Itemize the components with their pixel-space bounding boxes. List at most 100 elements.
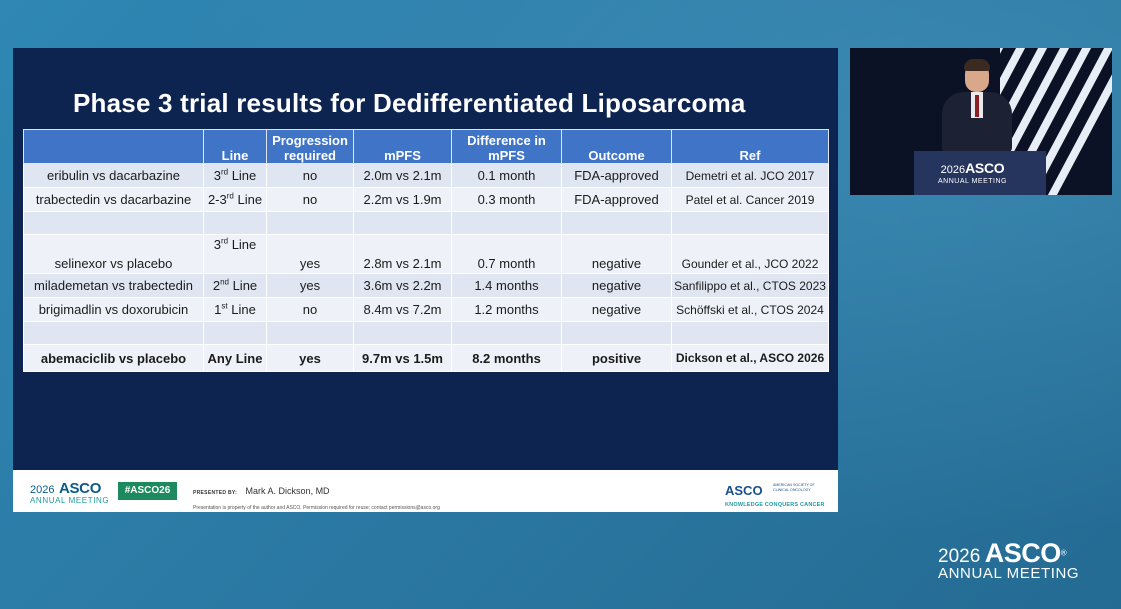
cell-progression: no <box>266 163 354 188</box>
line-number: 2-3 <box>207 192 227 207</box>
header-line: Line <box>203 129 267 164</box>
line-number: 1 <box>214 302 222 317</box>
cell-progression: yes <box>266 344 354 372</box>
podium-logo: 2026ASCO ANNUAL MEETING <box>938 160 1007 185</box>
presenter-info: PRESENTED BY: Mark A. Dickson, MD Presen… <box>193 481 440 511</box>
cell-mpfs: 2.8m vs 2.1m <box>353 234 452 274</box>
line-suffix: Line <box>233 192 263 207</box>
line-ordinal: rd <box>220 236 229 246</box>
cell-ref: Dickson et al., ASCO 2026 <box>671 344 829 372</box>
watermark-name: ASCO <box>984 538 1062 568</box>
watermark-subtitle: ANNUAL MEETING <box>938 565 1080 582</box>
table-row: trabectedin vs dacarbazine 2-3rd Line no… <box>23 187 829 212</box>
slide-footer: 2026 ASCO ANNUAL MEETING #ASCO26 PRESENT… <box>13 470 838 512</box>
cell-comparison: selinexor vs placebo <box>23 234 204 274</box>
cell-comparison: milademetan vs trabectedin <box>23 273 204 298</box>
cell-mpfs: 8.4m vs 7.2m <box>353 297 452 322</box>
cell-line: 2nd Line <box>203 273 267 298</box>
slide-title: Phase 3 trial results for Dedifferentiat… <box>73 88 746 118</box>
table-spacer-row <box>23 321 829 345</box>
cell-ref: Demetri et al. JCO 2017 <box>671 163 829 188</box>
society-tagline: KNOWLEDGE CONQUERS CANCER <box>725 502 825 508</box>
line-suffix: Line <box>227 302 256 317</box>
cell-outcome: positive <box>561 344 672 372</box>
podium-name: ASCO <box>965 160 1005 176</box>
header-difference: Difference in mPFS <box>451 129 562 164</box>
registered-mark-icon: ® <box>1060 548 1067 558</box>
header-outcome: Outcome <box>561 129 672 164</box>
header-progression-line2: required <box>283 148 336 163</box>
cell-ref: Schöffski et al., CTOS 2024 <box>671 297 829 322</box>
header-progression-line1: Progression <box>272 133 348 148</box>
line-number: 2 <box>212 278 221 293</box>
cell-difference: 1.2 months <box>451 297 562 322</box>
cell-outcome: negative <box>561 297 672 322</box>
presented-by-label: PRESENTED BY: <box>193 490 238 496</box>
table-spacer-row <box>23 211 829 235</box>
podium-year: 2026 <box>940 164 966 176</box>
cell-mpfs: 3.6m vs 2.2m <box>353 273 452 298</box>
header-difference-line2: mPFS <box>488 148 525 163</box>
line-suffix: Line <box>228 237 257 252</box>
trial-results-table: Line Progression required mPFS Differenc… <box>23 129 829 372</box>
presentation-slide: Phase 3 trial results for Dedifferentiat… <box>13 48 838 512</box>
cell-line: 2-3rd Line <box>203 187 267 212</box>
disclaimer-text: Presentation is property of the author a… <box>193 505 440 511</box>
cell-difference: 1.4 months <box>451 273 562 298</box>
society-name: ASCO <box>725 483 763 498</box>
line-number: 3 <box>213 168 221 183</box>
header-ref: Ref <box>671 129 829 164</box>
line-number: 3 <box>213 237 221 252</box>
table-header-row: Line Progression required mPFS Differenc… <box>23 129 829 164</box>
cell-outcome: FDA-approved <box>561 187 672 212</box>
line-ordinal: rd <box>220 167 229 177</box>
cell-comparison: abemaciclib vs placebo <box>23 344 204 372</box>
cell-ref: Patel et al. Cancer 2019 <box>671 187 829 212</box>
logo-subtitle: ANNUAL MEETING <box>30 496 110 505</box>
header-progression: Progression required <box>266 129 354 164</box>
logo-year: 2026 <box>30 484 55 496</box>
line-ordinal: nd <box>220 277 229 287</box>
asco-watermark: 2026 ASCO® ANNUAL MEETING <box>938 538 1079 582</box>
cell-line: 1st Line <box>203 297 267 322</box>
speaker-tie <box>975 95 979 117</box>
cell-difference: 8.2 months <box>451 344 562 372</box>
watermark-year: 2026 <box>938 546 981 567</box>
cell-comparison: brigimadlin vs doxorubicin <box>23 297 204 322</box>
podium: 2026ASCO ANNUAL MEETING <box>914 151 1046 195</box>
table-row: eribulin vs dacarbazine 3rd Line no 2.0m… <box>23 163 829 188</box>
header-comparison <box>23 129 204 164</box>
cell-outcome: negative <box>561 234 672 274</box>
cell-mpfs: 2.0m vs 2.1m <box>353 163 452 188</box>
asco-meeting-logo: 2026 ASCO ANNUAL MEETING <box>30 480 109 505</box>
line-ordinal: st <box>221 301 228 311</box>
header-mpfs: mPFS <box>353 129 452 164</box>
cell-progression: no <box>266 297 354 322</box>
cell-comparison: eribulin vs dacarbazine <box>23 163 204 188</box>
podium-subtitle: ANNUAL MEETING <box>938 178 1007 185</box>
cell-line: 3rd Line <box>203 234 267 274</box>
line-suffix: Line <box>228 278 258 293</box>
cell-progression: yes <box>266 273 354 298</box>
header-difference-line1: Difference in <box>467 133 546 148</box>
cell-comparison: trabectedin vs dacarbazine <box>23 187 204 212</box>
cell-ref: Gounder et al., JCO 2022 <box>671 234 829 274</box>
table-row: brigimadlin vs doxorubicin 1st Line no 8… <box>23 297 829 322</box>
cell-difference: 0.7 month <box>451 234 562 274</box>
society-description: AMERICAN SOCIETY OF CLINICAL ONCOLOGY <box>773 483 815 492</box>
table-row: selinexor vs placebo 3rd Line yes 2.8m v… <box>23 234 829 274</box>
asco-society-logo: ASCO AMERICAN SOCIETY OF CLINICAL ONCOLO… <box>725 482 825 508</box>
presenter-name: Mark A. Dickson, MD <box>245 486 330 496</box>
cell-difference: 0.3 month <box>451 187 562 212</box>
table-row: milademetan vs trabectedin 2nd Line yes … <box>23 273 829 298</box>
logo-name: ASCO <box>58 480 102 497</box>
cell-outcome: negative <box>561 273 672 298</box>
cell-ref: Sanfilippo et al., CTOS 2023 <box>671 273 829 298</box>
line-suffix: Line <box>228 168 257 183</box>
cell-mpfs: 2.2m vs 1.9m <box>353 187 452 212</box>
line-ordinal: rd <box>226 191 234 201</box>
cell-progression: yes <box>266 234 354 274</box>
cell-progression: no <box>266 187 354 212</box>
cell-mpfs: 9.7m vs 1.5m <box>353 344 452 372</box>
cell-outcome: FDA-approved <box>561 163 672 188</box>
